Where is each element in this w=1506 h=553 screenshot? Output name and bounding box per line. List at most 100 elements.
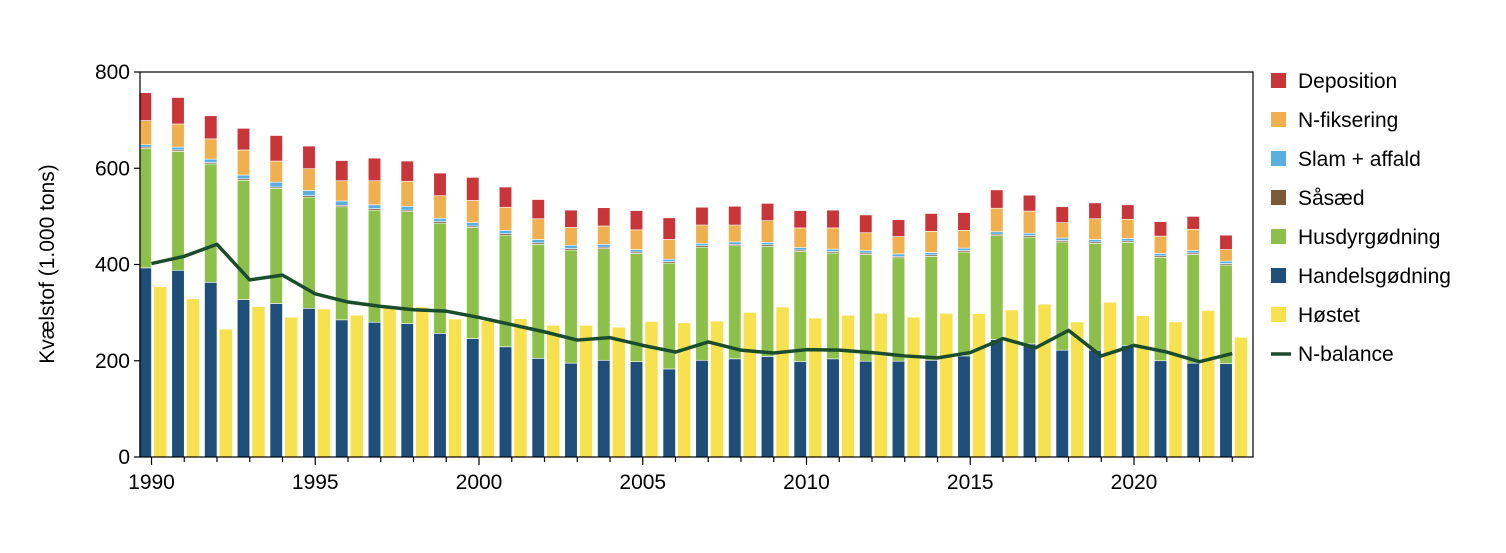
bar-handelsgodning-2000: [466, 338, 480, 458]
bar-hostet-2004: [612, 327, 625, 457]
bar-slam-affald-2006: [662, 258, 676, 262]
bar-deposition-2020: [1121, 204, 1135, 220]
bar-handelsgodning-1995: [302, 307, 316, 458]
bar-slam-affald-2013: [891, 253, 906, 257]
legend-label: Handelsgødning: [1298, 265, 1451, 288]
bar-husdyrgodning-2022: [1186, 254, 1200, 364]
bar-slam-affald-2021: [1153, 253, 1168, 257]
bar-deposition-1996: [335, 160, 349, 182]
legend-swatch: [1271, 268, 1286, 283]
bar-handelsgodning-2020: [1121, 345, 1135, 458]
legend-label: Såsæd: [1298, 187, 1365, 210]
bar-slam-affald-1991: [171, 146, 185, 151]
bar-deposition-2012: [859, 214, 873, 234]
bar-slam-affald-2018: [1055, 237, 1069, 241]
bar-n-fiksering-2002: [531, 218, 545, 240]
bar-hostet-2001: [514, 318, 527, 457]
bar-deposition-2009: [760, 203, 775, 222]
bar-slam-affald-1992: [204, 158, 218, 163]
legend-label: Husdyrgødning: [1298, 226, 1440, 249]
bar-slam-affald-2008: [728, 241, 742, 245]
y-tick-label: 0: [118, 446, 130, 469]
bar-deposition-1991: [171, 97, 185, 125]
bar-husdyrgodning-1990: [138, 148, 152, 269]
bar-hostet-2023: [1234, 337, 1248, 457]
legend-item-husdyrgodning: Husdyrgødning: [1271, 226, 1440, 249]
bar-hostet-2019: [1103, 302, 1117, 457]
bar-hostet-2007: [710, 321, 724, 457]
bar-slam-affald-2010: [793, 247, 807, 251]
bar-husdyrgodning-2017: [1022, 236, 1037, 345]
bar-handelsgodning-2013: [891, 360, 906, 458]
bar-n-fiksering-2001: [498, 206, 513, 231]
bar-hostet-1991: [186, 299, 200, 457]
bar-n-fiksering-2006: [662, 239, 676, 260]
legend-label: Slam + affald: [1298, 148, 1421, 171]
bar-slam-affald-1990: [138, 144, 152, 148]
bar-n-fiksering-2014: [924, 230, 938, 253]
bar-slam-affald-2011: [826, 248, 840, 252]
bar-slam-affald-1995: [302, 190, 316, 196]
bar-deposition-1999: [433, 172, 447, 196]
bar-n-fiksering-2003: [564, 227, 578, 246]
bar-deposition-2005: [629, 210, 644, 231]
bar-slam-affald-1997: [367, 204, 382, 209]
bar-n-fiksering-2022: [1186, 229, 1200, 251]
bar-husdyrgodning-2001: [498, 234, 513, 348]
bar-deposition-2002: [531, 199, 545, 220]
bar-handelsgodning-2007: [695, 359, 709, 458]
bar-handelsgodning-2019: [1088, 349, 1102, 458]
bar-handelsgodning-2016: [990, 339, 1004, 458]
bar-slam-affald-1998: [400, 205, 414, 211]
bar-hostet-2020: [1136, 315, 1149, 457]
bar-n-fiksering-2000: [466, 200, 480, 223]
bar-slam-affald-2020: [1121, 238, 1135, 242]
bar-slam-affald-2009: [760, 242, 775, 246]
bar-slam-affald-2023: [1219, 260, 1233, 264]
bar-husdyrgodning-2008: [728, 245, 742, 360]
bar-n-fiksering-2010: [793, 227, 807, 248]
bar-hostet-2018: [1071, 322, 1084, 457]
bar-hostet-1996: [350, 315, 363, 457]
bar-handelsgodning-1991: [171, 269, 185, 458]
bar-slam-affald-2002: [531, 239, 545, 244]
bar-handelsgodning-2009: [760, 356, 775, 458]
bar-deposition-2021: [1153, 221, 1168, 237]
legend-item-handelsgodning: Handelsgødning: [1271, 265, 1451, 288]
bar-hostet-2016: [1005, 310, 1018, 457]
bar-husdyrgodning-1999: [433, 222, 447, 334]
bar-n-fiksering-2007: [695, 224, 709, 244]
bar-handelsgodning-2023: [1219, 363, 1233, 458]
legend-swatch: [1271, 307, 1286, 322]
bar-hostet-2000: [481, 320, 494, 457]
bar-handelsgodning-1994: [269, 303, 283, 458]
bar-deposition-2023: [1219, 234, 1233, 250]
bar-hostet-1994: [285, 317, 298, 457]
y-tick-label: 800: [95, 61, 130, 84]
bar-deposition-1997: [367, 157, 382, 182]
legend-swatch: [1271, 151, 1286, 166]
bar-handelsgodning-2008: [728, 358, 742, 458]
bar-husdyrgodning-2011: [826, 252, 840, 360]
bar-handelsgodning-1993: [236, 299, 251, 458]
y-tick-label: 400: [95, 254, 130, 277]
bar-n-fiksering-1996: [335, 180, 349, 202]
bar-husdyrgodning-2021: [1153, 256, 1168, 362]
bar-hostet-2009: [776, 307, 789, 457]
bar-husdyrgodning-2015: [957, 251, 971, 357]
bar-n-fiksering-2008: [728, 224, 742, 243]
bar-handelsgodning-1997: [367, 321, 382, 458]
bar-deposition-2011: [826, 209, 840, 229]
x-tick-label: 2005: [619, 471, 666, 494]
bar-slam-affald-2001: [498, 230, 513, 235]
bar-husdyrgodning-2000: [466, 227, 480, 339]
bar-deposition-2000: [466, 177, 480, 201]
bar-husdyrgodning-2012: [859, 254, 873, 362]
bar-n-fiksering-1991: [171, 123, 185, 148]
bar-husdyrgodning-1991: [171, 151, 185, 271]
bar-hostet-2003: [579, 325, 593, 457]
bar-slam-affald-2022: [1186, 250, 1200, 254]
bar-husdyrgodning-2003: [564, 249, 578, 364]
bar-handelsgodning-2005: [629, 361, 644, 458]
